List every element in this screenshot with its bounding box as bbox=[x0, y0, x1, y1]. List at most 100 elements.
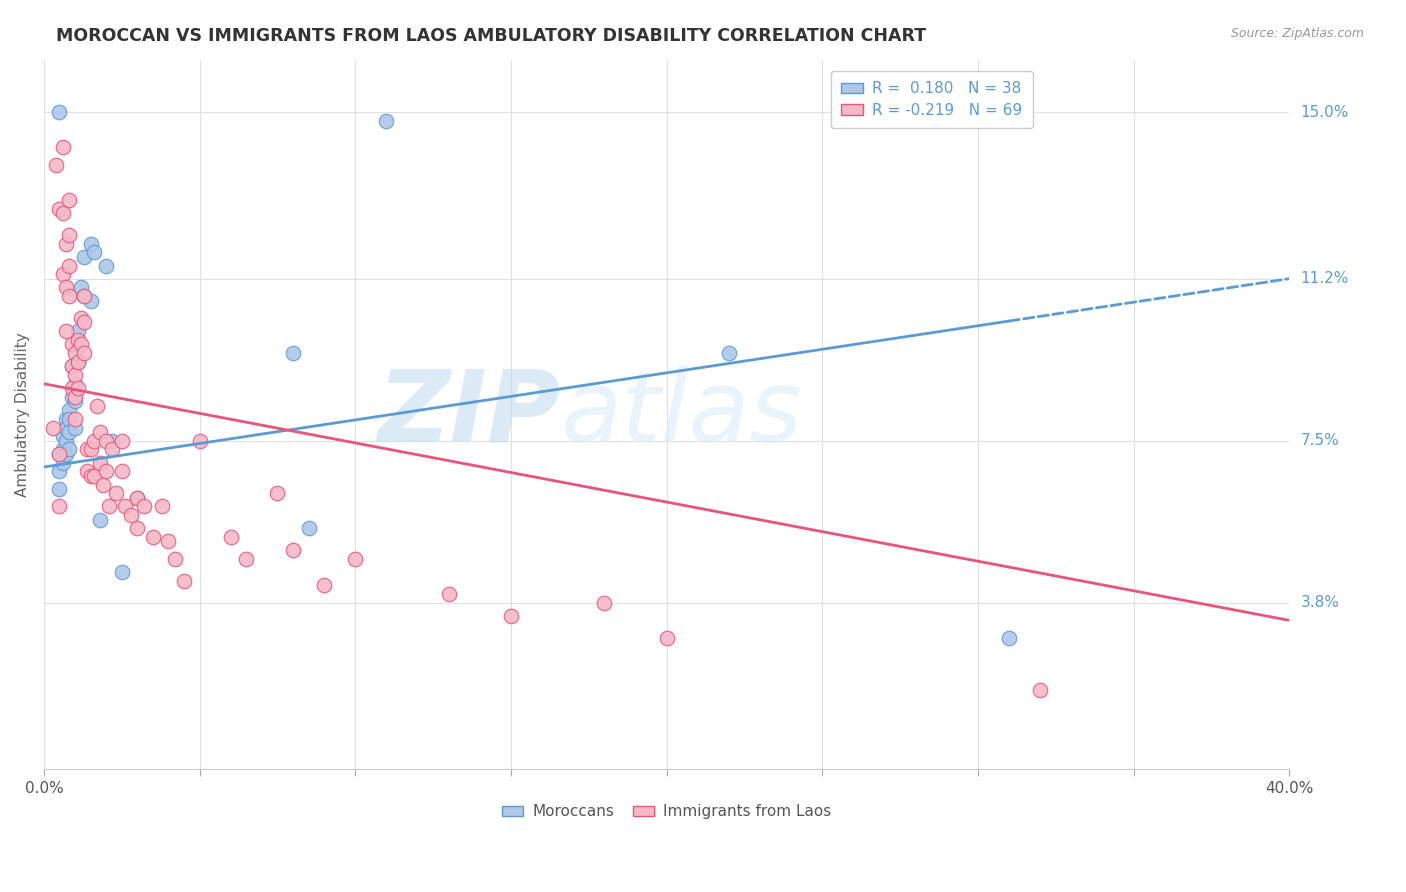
Y-axis label: Ambulatory Disability: Ambulatory Disability bbox=[15, 332, 30, 497]
Point bbox=[63, 346, 86, 360]
Point bbox=[76, 464, 98, 478]
Point bbox=[58, 403, 80, 417]
Point bbox=[86, 399, 108, 413]
Point bbox=[58, 289, 80, 303]
Point bbox=[52, 442, 75, 457]
Point bbox=[73, 289, 96, 303]
Point bbox=[1029, 683, 1052, 698]
Point bbox=[127, 491, 149, 505]
Point bbox=[437, 587, 460, 601]
Point bbox=[60, 359, 83, 374]
Point bbox=[499, 609, 522, 624]
Point bbox=[132, 500, 155, 514]
Point bbox=[52, 206, 75, 220]
Point bbox=[163, 552, 186, 566]
Point bbox=[79, 236, 101, 251]
Point bbox=[998, 631, 1021, 645]
Point bbox=[96, 434, 118, 448]
Point bbox=[70, 337, 93, 351]
Point bbox=[63, 394, 86, 409]
Point bbox=[63, 420, 86, 434]
Text: MOROCCAN VS IMMIGRANTS FROM LAOS AMBULATORY DISABILITY CORRELATION CHART: MOROCCAN VS IMMIGRANTS FROM LAOS AMBULAT… bbox=[56, 27, 927, 45]
Point bbox=[266, 486, 288, 500]
Point bbox=[48, 500, 70, 514]
Point bbox=[655, 631, 678, 645]
Point bbox=[52, 456, 75, 470]
Point bbox=[73, 250, 96, 264]
Point bbox=[142, 530, 165, 544]
Point bbox=[48, 202, 70, 216]
Point bbox=[717, 346, 740, 360]
Point bbox=[67, 324, 90, 338]
Point bbox=[101, 434, 124, 448]
Point bbox=[73, 346, 96, 360]
Point bbox=[55, 280, 77, 294]
Point bbox=[297, 521, 319, 535]
Point bbox=[48, 482, 70, 496]
Point bbox=[83, 434, 105, 448]
Point bbox=[281, 346, 304, 360]
Point bbox=[48, 464, 70, 478]
Point bbox=[83, 468, 105, 483]
Point bbox=[58, 259, 80, 273]
Text: atlas: atlas bbox=[561, 366, 803, 463]
Point bbox=[60, 337, 83, 351]
Point bbox=[58, 227, 80, 242]
Point bbox=[235, 552, 257, 566]
Point bbox=[67, 355, 90, 369]
Point bbox=[55, 324, 77, 338]
Point bbox=[79, 293, 101, 308]
Point bbox=[219, 530, 242, 544]
Point bbox=[67, 381, 90, 395]
Point bbox=[70, 311, 93, 326]
Point bbox=[89, 456, 111, 470]
Point bbox=[58, 425, 80, 439]
Point bbox=[314, 578, 336, 592]
Point bbox=[67, 333, 90, 347]
Point bbox=[55, 434, 77, 448]
Point bbox=[96, 259, 118, 273]
Point bbox=[52, 267, 75, 281]
Point bbox=[55, 420, 77, 434]
Point bbox=[60, 390, 83, 404]
Point bbox=[89, 513, 111, 527]
Text: 15.0%: 15.0% bbox=[1301, 104, 1348, 120]
Point bbox=[91, 477, 114, 491]
Point bbox=[83, 245, 105, 260]
Point bbox=[188, 434, 211, 448]
Point bbox=[60, 359, 83, 374]
Point bbox=[120, 508, 142, 523]
Point bbox=[73, 289, 96, 303]
Text: Source: ZipAtlas.com: Source: ZipAtlas.com bbox=[1230, 27, 1364, 40]
Point bbox=[58, 193, 80, 207]
Point bbox=[60, 381, 83, 395]
Point bbox=[173, 574, 195, 588]
Point bbox=[150, 500, 173, 514]
Point bbox=[63, 368, 86, 382]
Point bbox=[42, 420, 65, 434]
Legend: Moroccans, Immigrants from Laos: Moroccans, Immigrants from Laos bbox=[496, 798, 838, 825]
Point bbox=[104, 486, 127, 500]
Point bbox=[55, 447, 77, 461]
Point bbox=[593, 596, 616, 610]
Point bbox=[281, 543, 304, 558]
Point bbox=[58, 442, 80, 457]
Point bbox=[70, 280, 93, 294]
Point bbox=[67, 355, 90, 369]
Point bbox=[79, 442, 101, 457]
Point bbox=[48, 447, 70, 461]
Point bbox=[98, 500, 121, 514]
Text: ZIP: ZIP bbox=[378, 366, 561, 463]
Text: 11.2%: 11.2% bbox=[1301, 271, 1348, 286]
Point bbox=[55, 412, 77, 426]
Point bbox=[344, 552, 367, 566]
Point bbox=[48, 447, 70, 461]
Point bbox=[76, 442, 98, 457]
Point bbox=[89, 425, 111, 439]
Point bbox=[375, 114, 398, 128]
Point bbox=[73, 315, 96, 329]
Point bbox=[127, 521, 149, 535]
Text: 7.5%: 7.5% bbox=[1301, 434, 1339, 449]
Point bbox=[63, 412, 86, 426]
Point bbox=[111, 464, 134, 478]
